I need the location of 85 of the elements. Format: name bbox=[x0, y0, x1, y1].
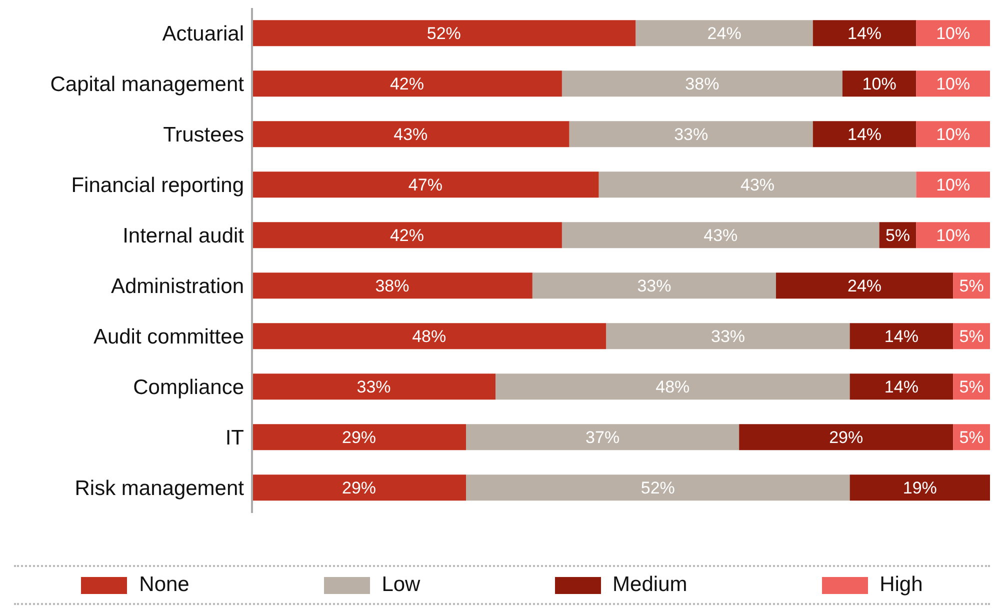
bar bbox=[636, 20, 813, 46]
bar bbox=[466, 474, 850, 501]
y-tick-label: Trustees bbox=[163, 124, 244, 147]
y-tick-label: Internal audit bbox=[122, 224, 244, 248]
y-tick-label: Financial reporting bbox=[71, 174, 244, 198]
data-label: 52% bbox=[640, 478, 675, 498]
bar bbox=[850, 374, 954, 400]
data-label: 5% bbox=[885, 226, 910, 246]
data-label: 29% bbox=[342, 428, 376, 448]
y-tick-label: Actuarial bbox=[162, 22, 244, 46]
data-label: 42% bbox=[390, 226, 424, 246]
legend-label: None bbox=[139, 573, 190, 597]
data-label: 14% bbox=[848, 24, 882, 44]
data-label: 10% bbox=[862, 74, 896, 94]
legend-label: Low bbox=[382, 573, 420, 597]
data-label: 5% bbox=[959, 378, 984, 397]
data-label: 47% bbox=[408, 176, 442, 195]
data-label: 29% bbox=[829, 428, 864, 448]
bar bbox=[776, 272, 954, 299]
data-label: 43% bbox=[740, 176, 775, 195]
bar bbox=[466, 424, 740, 450]
bar bbox=[916, 121, 990, 148]
bar bbox=[252, 424, 466, 450]
data-label: 10% bbox=[936, 125, 970, 144]
bar bbox=[842, 70, 916, 97]
bar bbox=[569, 121, 813, 148]
y-tick-label: Audit committee bbox=[93, 326, 244, 349]
data-label: 33% bbox=[637, 276, 672, 296]
data-label: 33% bbox=[710, 327, 746, 346]
bar bbox=[252, 70, 562, 97]
bar bbox=[252, 20, 636, 46]
data-label: 33% bbox=[674, 125, 708, 144]
data-label: 42% bbox=[390, 74, 424, 94]
data-label: 24% bbox=[848, 276, 882, 296]
bar bbox=[812, 20, 916, 46]
data-label: 43% bbox=[704, 226, 738, 246]
bar bbox=[916, 70, 990, 97]
bar bbox=[252, 374, 496, 400]
data-label: 48% bbox=[412, 327, 446, 346]
bar bbox=[252, 172, 599, 198]
data-label: 14% bbox=[848, 125, 882, 144]
bar bbox=[252, 474, 466, 501]
bar bbox=[850, 323, 954, 350]
legend-label: Medium bbox=[612, 573, 688, 597]
data-label: 29% bbox=[342, 478, 376, 498]
data-label: 38% bbox=[685, 74, 720, 94]
data-label: 38% bbox=[375, 276, 410, 296]
data-label: 10% bbox=[936, 74, 970, 94]
data-label: 5% bbox=[959, 428, 984, 448]
y-tick-label: Compliance bbox=[133, 376, 244, 400]
bar bbox=[252, 323, 606, 350]
data-label: 43% bbox=[394, 125, 428, 144]
bar bbox=[562, 70, 842, 97]
bar bbox=[739, 424, 954, 450]
data-label: 10% bbox=[936, 226, 970, 246]
legend-label: High bbox=[880, 573, 923, 597]
data-label: 37% bbox=[586, 428, 620, 448]
data-label: 52% bbox=[426, 24, 461, 44]
bar bbox=[916, 20, 990, 46]
bar bbox=[850, 474, 990, 501]
y-tick-label: IT bbox=[225, 426, 244, 450]
data-label: 10% bbox=[936, 176, 970, 195]
data-label: 10% bbox=[936, 24, 970, 44]
data-label: 48% bbox=[656, 378, 690, 397]
bar bbox=[812, 121, 916, 148]
data-label: 5% bbox=[959, 327, 984, 346]
y-tick-label: Administration bbox=[110, 275, 244, 298]
bar bbox=[916, 222, 990, 248]
bar bbox=[496, 374, 850, 400]
data-label: 14% bbox=[884, 327, 918, 346]
bar bbox=[562, 222, 880, 248]
y-tick-label: Capital management bbox=[50, 73, 244, 96]
bar bbox=[916, 172, 990, 198]
bar bbox=[532, 272, 776, 299]
data-label: 5% bbox=[959, 276, 984, 296]
bar bbox=[606, 323, 850, 350]
bar bbox=[252, 121, 570, 148]
bar bbox=[252, 222, 562, 248]
bar bbox=[252, 272, 532, 299]
y-tick-label: Risk management bbox=[74, 477, 244, 500]
data-label: 19% bbox=[902, 478, 937, 498]
bar bbox=[598, 172, 916, 198]
data-label: 14% bbox=[884, 378, 918, 397]
data-label: 33% bbox=[356, 378, 391, 397]
data-label: 24% bbox=[707, 24, 742, 44]
